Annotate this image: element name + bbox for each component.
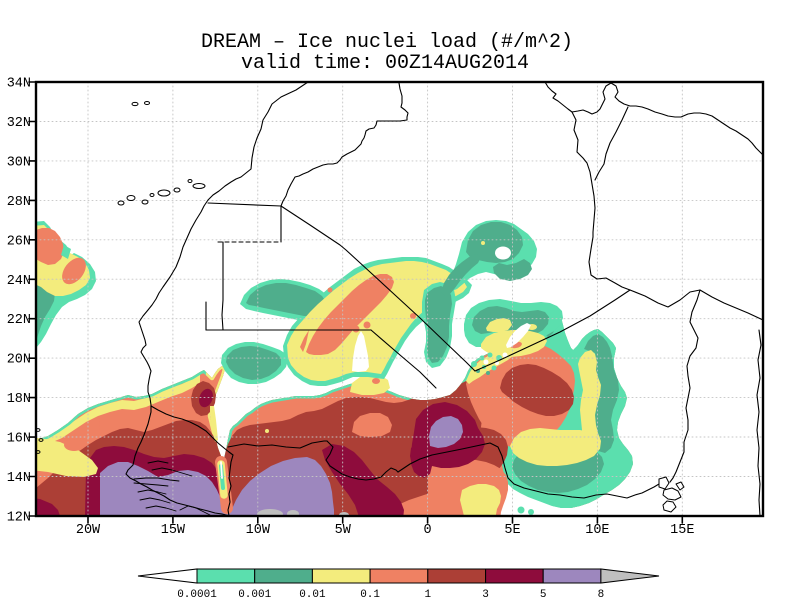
svg-text:0: 0 [424,523,432,538]
svg-text:0.01: 0.01 [299,589,326,600]
svg-text:18N: 18N [7,392,31,407]
svg-text:0.1: 0.1 [360,589,380,600]
svg-text:12N: 12N [7,511,31,526]
svg-text:5E: 5E [504,523,520,538]
svg-text:26N: 26N [7,234,31,249]
svg-text:8: 8 [598,589,605,600]
svg-text:20W: 20W [76,523,101,538]
svg-text:34N: 34N [7,77,31,92]
svg-text:28N: 28N [7,195,31,210]
svg-text:10W: 10W [246,523,271,538]
svg-text:3: 3 [482,589,489,600]
svg-text:14N: 14N [7,471,31,486]
svg-text:20N: 20N [7,353,31,368]
svg-text:0.001: 0.001 [238,589,271,600]
svg-text:15W: 15W [161,523,186,538]
svg-text:22N: 22N [7,313,31,328]
svg-text:valid time: 00Z14AUG2014: valid time: 00Z14AUG2014 [241,52,529,75]
svg-text:24N: 24N [7,274,31,289]
svg-text:30N: 30N [7,155,31,170]
svg-text:16N: 16N [7,432,31,447]
svg-text:DREAM – Ice nuclei load (#/m^2: DREAM – Ice nuclei load (#/m^2) [201,31,573,54]
svg-text:32N: 32N [7,116,31,131]
svg-text:1: 1 [424,589,431,600]
svg-text:15E: 15E [670,523,694,538]
svg-text:5W: 5W [335,523,352,538]
svg-text:5: 5 [540,589,547,600]
svg-text:10E: 10E [585,523,609,538]
svg-text:0.0001: 0.0001 [177,589,217,600]
